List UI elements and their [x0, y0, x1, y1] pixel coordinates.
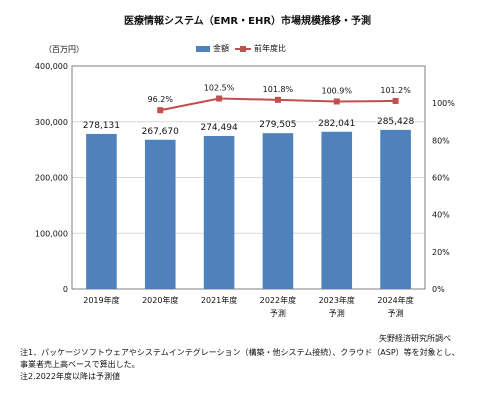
legend-item-bar: 金額 [196, 43, 229, 54]
y-left-tick-label: 300,000 [35, 118, 68, 127]
bar-value-label: 278,131 [83, 121, 120, 131]
bar [144, 139, 176, 289]
y-left-tick-label: 100,000 [35, 229, 68, 238]
x-tick-label: 2022年度 [260, 295, 296, 305]
y-right-tick-label: 40% [432, 211, 450, 220]
bar-value-label: 274,494 [200, 123, 237, 133]
ratio-marker [392, 97, 399, 104]
bar [203, 135, 235, 289]
ratio-marker [216, 95, 223, 102]
left-axis-unit: （百万円） [44, 45, 84, 54]
footnotes: 注1．パッケージソフトウェアやシステムインテグレーション（構築・他システム接続）… [20, 347, 480, 383]
ratio-marker [157, 107, 164, 114]
bar [380, 129, 411, 289]
legend-bar-swatch [196, 45, 210, 52]
y-right-tick-label: 0% [432, 285, 445, 294]
x-tick-label: 2020年度 [142, 295, 178, 305]
legend: 金額 前年度比 [196, 43, 286, 54]
x-tick-label: 2021年度 [201, 295, 237, 305]
bar [86, 133, 117, 289]
bar-value-label: 267,670 [142, 127, 179, 137]
bar [262, 133, 294, 289]
ratio-marker [333, 98, 340, 105]
ratio-value-label: 101.8% [263, 85, 294, 94]
legend-item-line: 前年度比 [235, 43, 286, 54]
bar-value-label: 285,428 [377, 117, 414, 127]
footnote-1: 注1．パッケージソフトウェアやシステムインテグレーション（構築・他システム接続）… [20, 348, 460, 357]
x-tick-label: 2019年度 [83, 295, 119, 305]
plot-frame [71, 65, 426, 290]
x-tick-label: 2024年度 [377, 295, 413, 305]
bar-value-label: 282,041 [318, 119, 355, 129]
legend-bar-label: 金額 [213, 44, 229, 53]
y-right-tick-label: 80% [432, 136, 450, 145]
y-left-tick-label: 400,000 [35, 62, 68, 71]
footnote-2: 注2.2022年度以降は予測値 [20, 372, 120, 381]
y-left-tick-label: 0 [63, 285, 68, 294]
x-tick-label: 予測 [388, 308, 404, 318]
chart-title: 医療情報システム（EMR・EHR）市場規模推移・予測 [123, 16, 372, 27]
legend-line-swatch [235, 45, 251, 53]
ratio-value-label: 101.2% [380, 86, 411, 95]
bar-value-label: 279,505 [259, 120, 296, 130]
y-right-tick-label: 60% [432, 174, 450, 183]
y-left-tick-label: 200,000 [35, 174, 68, 183]
y-right-tick-label: 20% [432, 248, 450, 257]
x-tick-label: 予測 [270, 308, 286, 318]
legend-line-label: 前年度比 [254, 44, 286, 53]
source-note: 矢野経済研究所調べ [379, 334, 451, 343]
ratio-value-label: 96.2% [148, 95, 174, 104]
ratio-value-label: 100.9% [321, 86, 352, 95]
x-tick-label: 予測 [329, 308, 345, 318]
ratio-value-label: 102.5% [204, 84, 235, 93]
footnote-1-cont: 事業者売上高ベースで算出した。 [20, 360, 140, 369]
ratio-marker [274, 96, 281, 103]
y-right-tick-label: 100% [432, 99, 455, 108]
x-tick-label: 2023年度 [319, 295, 355, 305]
bar [321, 131, 353, 289]
